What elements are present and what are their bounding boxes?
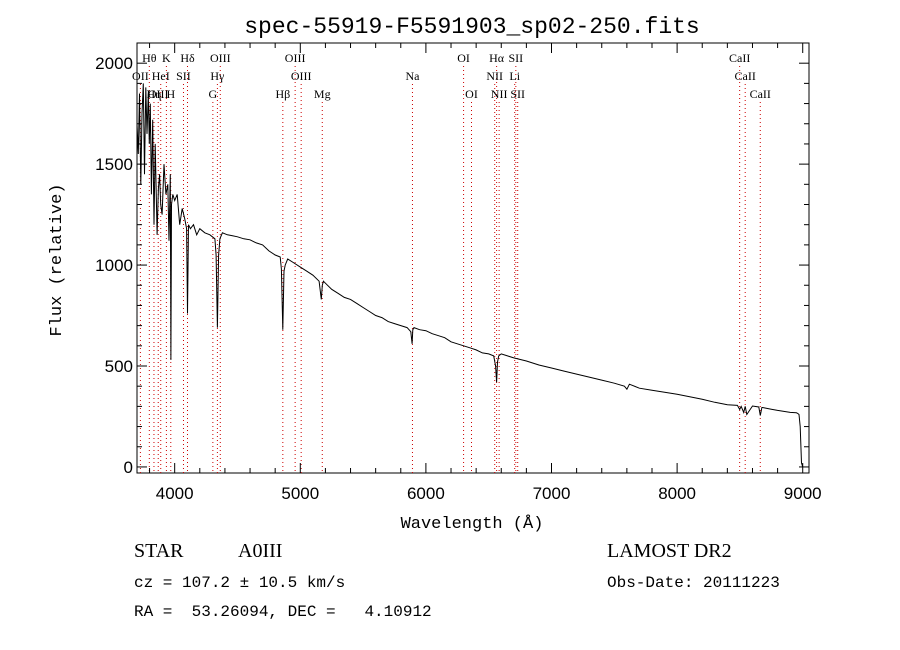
line-label-27: CaII: [750, 87, 771, 101]
object-subclass: A0III: [238, 540, 283, 562]
x-axis-ticks: 4000 5000 6000 7000 8000 9000: [149, 43, 822, 503]
object-class: STAR: [134, 540, 184, 562]
line-label-3: Hη: [146, 87, 161, 101]
y-tick-label-3: 1500: [95, 155, 133, 174]
line-label-18: OI: [465, 87, 478, 101]
line-label-1: OII: [132, 69, 149, 83]
line-label-17: OI: [457, 51, 470, 65]
line-label-7: H: [166, 87, 175, 101]
line-label-15: Mg: [314, 87, 331, 101]
line-label-23: NII: [491, 87, 508, 101]
y-tick-label-0: 0: [124, 458, 133, 477]
line-label-13: OIII: [291, 69, 312, 83]
line-label-20: SII: [508, 51, 523, 65]
x-tick-label-0: 4000: [156, 484, 194, 503]
x-tick-label-5: 9000: [784, 484, 822, 503]
y-axis-ticks: 0 500 1000 1500 2000: [95, 54, 809, 477]
line-label-21: NII: [486, 69, 503, 83]
line-label-25: CaII: [729, 51, 750, 65]
line-id-markers: [139, 66, 761, 473]
y-tick-label-1: 500: [105, 357, 133, 376]
y-axis-label: Flux (relative): [48, 183, 67, 336]
line-label-24: SII: [510, 87, 525, 101]
y-tick-label-4: 2000: [95, 54, 133, 73]
line-label-10: Hγ: [210, 69, 225, 83]
spectrum-line: [136, 83, 804, 468]
survey-label: LAMOST DR2: [607, 540, 732, 562]
y-tick-label-2: 1000: [95, 256, 133, 275]
line-label-4: K: [162, 51, 171, 65]
chart-title: spec-55919-F5591903_sp02-250.fits: [244, 14, 699, 40]
line-label-0: Hθ: [142, 51, 157, 65]
x-tick-label-1: 5000: [281, 484, 319, 503]
line-label-8: Hδ: [180, 51, 195, 65]
line-label-19: Hα: [489, 51, 505, 65]
x-tick-label-2: 6000: [407, 484, 445, 503]
line-label-2: OIII: [148, 87, 169, 101]
line-label-14: Hβ: [275, 87, 290, 101]
x-tick-label-3: 7000: [533, 484, 571, 503]
line-label-26: CaII: [735, 69, 756, 83]
line-label-11: G: [209, 87, 218, 101]
line-label-5: HeI: [152, 69, 170, 83]
redshift-velocity: cz = 107.2 ± 10.5 km/s: [134, 574, 346, 592]
line-label-22: Li: [509, 69, 520, 83]
line-label-9: OIII: [210, 51, 231, 65]
observation-date: Obs-Date: 20111223: [607, 574, 780, 592]
ra-dec-coordinates: RA = 53.26094, DEC = 4.10912: [134, 603, 432, 621]
plot-frame: [136, 42, 810, 474]
x-tick-label-4: 8000: [658, 484, 696, 503]
line-label-6: SII: [176, 69, 191, 83]
x-axis-label: Wavelength (Å): [401, 515, 544, 534]
line-label-12: OIII: [285, 51, 306, 65]
line-label-16: Na: [405, 69, 420, 83]
